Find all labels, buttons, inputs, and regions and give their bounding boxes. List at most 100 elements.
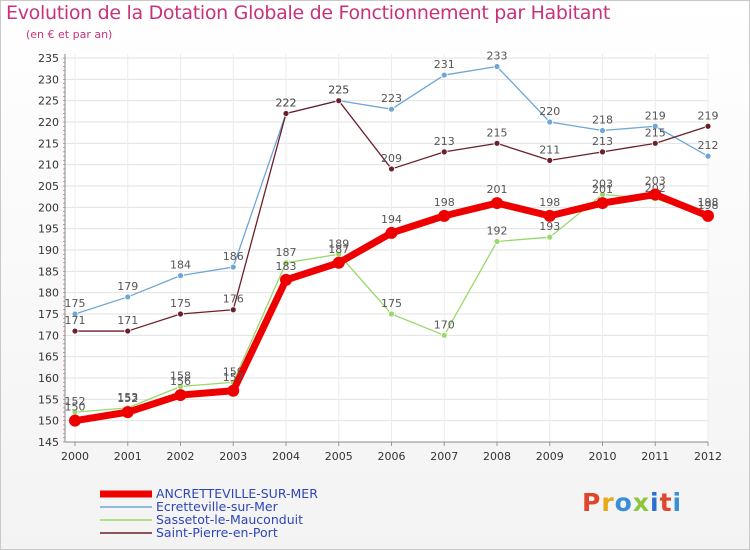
data-point bbox=[388, 105, 395, 113]
y-tick-label: 225 bbox=[38, 95, 59, 108]
data-label: 215 bbox=[645, 126, 666, 139]
data-point bbox=[649, 188, 662, 201]
legend-label: Ecretteville-sur-Mer bbox=[156, 499, 279, 514]
data-label: 201 bbox=[487, 183, 508, 196]
x-tick-label: 2006 bbox=[378, 450, 406, 463]
data-label: 198 bbox=[434, 196, 455, 209]
data-label: 212 bbox=[698, 139, 719, 152]
logo-letter: P bbox=[582, 488, 602, 517]
y-tick-label: 235 bbox=[38, 52, 59, 65]
data-point bbox=[229, 263, 237, 271]
y-tick-label: 145 bbox=[38, 436, 59, 449]
data-point bbox=[388, 165, 395, 173]
y-tick-label: 155 bbox=[38, 393, 59, 406]
x-tick-label: 2004 bbox=[272, 450, 300, 463]
data-point bbox=[599, 148, 606, 156]
y-tick-label: 230 bbox=[38, 73, 59, 86]
data-point bbox=[124, 327, 132, 335]
data-point bbox=[493, 139, 501, 147]
data-label: 225 bbox=[328, 84, 349, 97]
data-point bbox=[227, 384, 240, 397]
data-point bbox=[385, 226, 398, 239]
data-point bbox=[282, 110, 290, 117]
data-label: 223 bbox=[381, 92, 402, 105]
data-point bbox=[332, 256, 345, 269]
y-tick-label: 165 bbox=[38, 351, 59, 364]
x-tick-label: 2008 bbox=[483, 450, 511, 463]
y-tick-label: 210 bbox=[38, 159, 59, 172]
y-tick-label: 205 bbox=[38, 180, 59, 193]
data-label: 156 bbox=[170, 375, 191, 388]
data-label: 184 bbox=[170, 259, 191, 272]
series-saint-pierre-en-port: 171 171 175 176 222 225 209 213 215 211 213 215 219 bbox=[65, 84, 719, 335]
chart-subtitle: (en € et par an) bbox=[26, 28, 113, 41]
x-tick-label: 2011 bbox=[641, 450, 669, 463]
data-label: 175 bbox=[65, 297, 86, 310]
data-point bbox=[177, 272, 184, 280]
data-point bbox=[704, 122, 712, 130]
data-label: 222 bbox=[276, 96, 297, 109]
data-label: 153 bbox=[117, 391, 138, 404]
y-tick-label: 175 bbox=[38, 308, 59, 321]
data-point bbox=[491, 197, 503, 210]
data-label: 218 bbox=[592, 114, 613, 127]
data-label: 215 bbox=[487, 126, 508, 139]
data-point bbox=[174, 389, 187, 402]
data-label: 219 bbox=[698, 109, 719, 122]
data-label: 175 bbox=[170, 297, 191, 310]
data-label: 187 bbox=[328, 243, 349, 256]
data-point bbox=[543, 209, 556, 222]
data-point bbox=[121, 406, 134, 419]
y-tick-label: 220 bbox=[38, 116, 59, 129]
data-label: 192 bbox=[487, 224, 508, 237]
series-ecretteville-sur-mer: 175 179 184 186 222 225 223 231 233 220 218 219 212 bbox=[65, 50, 719, 318]
data-label: 157 bbox=[223, 371, 244, 384]
data-point bbox=[71, 310, 79, 318]
logo-letter: o bbox=[614, 488, 633, 517]
data-label: 233 bbox=[487, 50, 508, 63]
y-tick-label: 200 bbox=[38, 201, 59, 214]
data-label: 152 bbox=[117, 392, 138, 405]
y-tick-label: 180 bbox=[38, 287, 59, 300]
data-label: 198 bbox=[539, 196, 560, 209]
data-point bbox=[546, 118, 554, 126]
data-label: 219 bbox=[645, 109, 666, 122]
data-point bbox=[177, 310, 184, 318]
data-label: 170 bbox=[434, 318, 455, 331]
legend-label: ANCRETTEVILLE-SUR-MER bbox=[156, 486, 318, 501]
data-point bbox=[335, 97, 343, 105]
x-tick-label: 2001 bbox=[114, 450, 142, 463]
data-label: 201 bbox=[592, 183, 613, 196]
data-point bbox=[702, 209, 714, 222]
data-point bbox=[71, 327, 79, 335]
data-point bbox=[440, 331, 448, 339]
y-tick-label: 160 bbox=[38, 372, 59, 385]
data-label: 152 bbox=[65, 395, 86, 408]
data-label: 213 bbox=[434, 135, 455, 148]
data-point bbox=[280, 273, 292, 286]
data-label: 171 bbox=[117, 314, 138, 327]
y-tick-label: 185 bbox=[38, 265, 59, 278]
data-label: 213 bbox=[592, 135, 613, 148]
data-label: 193 bbox=[539, 220, 560, 233]
data-point bbox=[440, 71, 448, 79]
data-point bbox=[438, 209, 451, 222]
logo-letter: t bbox=[659, 488, 673, 517]
data-point bbox=[69, 414, 81, 427]
data-label: 198 bbox=[698, 199, 719, 212]
data-label: 198 bbox=[698, 196, 719, 209]
data-label: 194 bbox=[381, 213, 402, 226]
data-point bbox=[493, 63, 501, 70]
logo-letter: i bbox=[672, 488, 683, 517]
data-label: 189 bbox=[328, 237, 349, 250]
data-point bbox=[651, 139, 659, 147]
data-label: 225 bbox=[328, 84, 349, 97]
data-point bbox=[596, 197, 609, 210]
x-tick-label: 2000 bbox=[61, 450, 89, 463]
x-tick-label: 2010 bbox=[589, 450, 617, 463]
data-label: 202 bbox=[645, 182, 666, 195]
x-tick-label: 2012 bbox=[694, 450, 722, 463]
